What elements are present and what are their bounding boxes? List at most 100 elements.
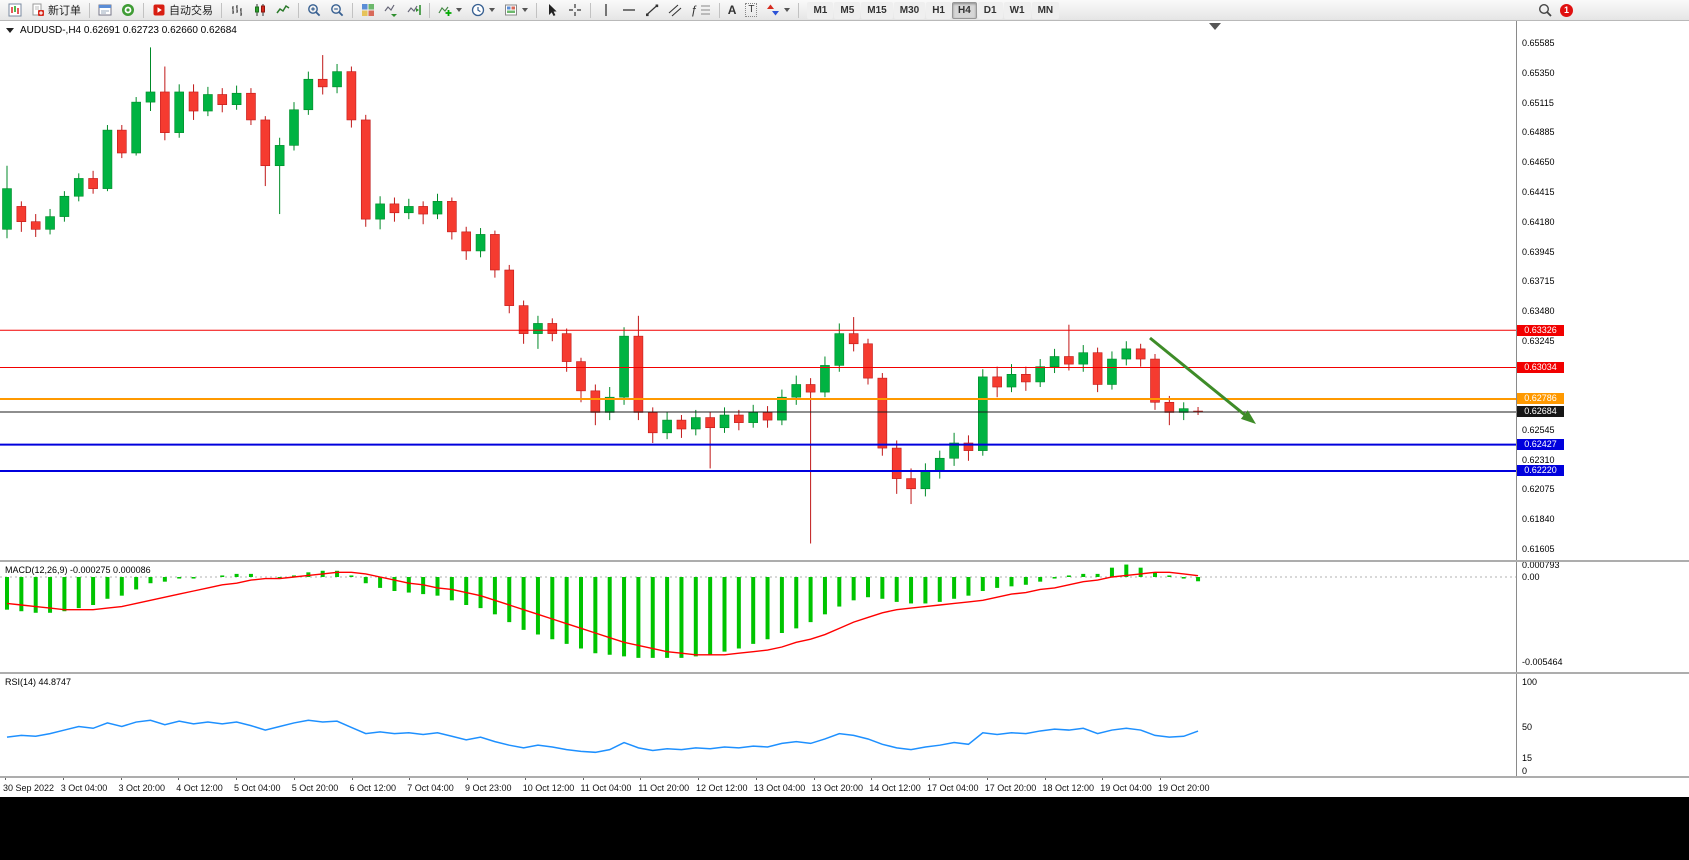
notification-badge[interactable]: 1 xyxy=(1560,3,1573,17)
trend-arrow[interactable] xyxy=(1149,336,1250,419)
time-axis-tick xyxy=(236,777,237,780)
zoom-out-button[interactable] xyxy=(326,1,348,20)
templates-button[interactable] xyxy=(500,1,532,20)
chart-shift-marker[interactable] xyxy=(1209,23,1221,30)
autotrading-button[interactable]: 自动交易 xyxy=(148,1,217,20)
metaeditor-button[interactable] xyxy=(117,1,139,20)
timeframe-mn[interactable]: MN xyxy=(1031,1,1060,19)
panel-splitter[interactable] xyxy=(0,776,1689,778)
line-chart-type-button[interactable] xyxy=(272,1,294,20)
chart-shift-button[interactable] xyxy=(403,1,425,20)
panel-splitter[interactable] xyxy=(0,560,1689,562)
price-axis-tick: 0.63715 xyxy=(1522,275,1555,286)
candle-body xyxy=(719,414,730,429)
label-tool-button[interactable]: T xyxy=(741,1,761,20)
candle-body xyxy=(1092,352,1103,385)
channel-tool-button[interactable] xyxy=(664,1,686,20)
candle-body xyxy=(461,231,472,252)
horizontal-line-tool-button[interactable] xyxy=(618,1,640,20)
candle-body xyxy=(217,94,228,105)
time-axis-label: 17 Oct 20:00 xyxy=(984,783,1037,793)
bar-chart-type-button[interactable] xyxy=(226,1,248,20)
terminal-button[interactable] xyxy=(94,1,116,20)
chart-title-ohlc: AUDUSD-,H4 0.62691 0.62723 0.62660 0.626… xyxy=(20,25,237,36)
timeframe-h4[interactable]: H4 xyxy=(951,1,977,19)
candle-body xyxy=(705,417,715,429)
candle-body xyxy=(16,206,27,222)
time-axis-tick xyxy=(293,777,295,780)
price-axis-tick: 0.62310 xyxy=(1522,454,1555,465)
chevron-down-icon xyxy=(489,8,495,12)
candle-body xyxy=(73,178,84,197)
price-axis-tick: 0.62075 xyxy=(1522,484,1555,495)
time-axis-tick xyxy=(178,777,180,780)
tile-windows-button[interactable] xyxy=(357,1,379,20)
chevron-down-icon xyxy=(456,8,462,12)
crosshair-tool-button[interactable] xyxy=(564,1,586,20)
cursor-tool-button[interactable] xyxy=(541,1,563,20)
fibonacci-tool-button[interactable]: ƒ xyxy=(687,1,715,20)
candle-body xyxy=(30,221,41,230)
bars-chart-icon xyxy=(232,5,242,16)
trendline-tool-button[interactable] xyxy=(641,1,663,20)
timeframe-m15[interactable]: M15 xyxy=(861,1,893,19)
candle-body xyxy=(619,335,629,398)
new-order-button[interactable]: 新订单 xyxy=(27,1,85,20)
vertical-line-tool-button[interactable] xyxy=(595,1,617,20)
desktop-background xyxy=(0,797,1689,860)
metaeditor-icon xyxy=(122,4,134,16)
periods-button[interactable] xyxy=(467,1,499,20)
one-click-trading-toggle[interactable] xyxy=(6,28,14,33)
candle-body xyxy=(590,390,601,413)
candle-body xyxy=(1021,374,1031,383)
price-chart[interactable] xyxy=(0,21,1516,560)
macd-label: MACD(12,26,9) -0.000275 0.000086 xyxy=(5,565,151,575)
price-tag: 0.62427 xyxy=(1517,439,1564,451)
time-axis-tick xyxy=(1102,777,1104,780)
search-icon[interactable] xyxy=(1538,3,1553,18)
macd-panel[interactable] xyxy=(0,562,1516,672)
zoom-in-button[interactable] xyxy=(303,1,325,20)
candle-body xyxy=(131,101,141,154)
candle-body xyxy=(389,203,400,214)
rsi-panel[interactable] xyxy=(0,674,1516,776)
timeframe-d1[interactable]: D1 xyxy=(977,1,1003,19)
zoom-in-icon xyxy=(308,4,321,17)
time-axis-label: 19 Oct 04:00 xyxy=(1100,783,1152,793)
price-axis-tick: 0.61840 xyxy=(1522,514,1555,525)
price-axis[interactable]: 0.65585 0.65350 0.65115 0.64885 0.64650 0.644… xyxy=(1517,21,1688,777)
time-axis-tick xyxy=(698,777,699,780)
timeframe-m1[interactable]: M1 xyxy=(807,1,834,19)
candle-body xyxy=(1164,401,1175,413)
arrows-tool-button[interactable] xyxy=(762,1,794,20)
toolbar-separator xyxy=(143,2,144,18)
timeframe-w1[interactable]: W1 xyxy=(1003,1,1031,19)
candle-body xyxy=(160,91,170,133)
candle-body xyxy=(475,234,486,252)
toolbar-right: 1 xyxy=(1538,3,1573,18)
price-axis-tick: 0.65585 xyxy=(1522,37,1555,48)
time-axis-label: 10 Oct 12:00 xyxy=(522,783,575,793)
chart-window-icon xyxy=(8,3,22,17)
indicators-button[interactable] xyxy=(434,1,466,20)
timeframe-h1[interactable]: H1 xyxy=(926,1,951,19)
candle-body xyxy=(246,92,256,121)
time-axis[interactable]: 30 Sep 2022 3 Oct 04:00 3 Oct 20:00 4 Oct 1… xyxy=(0,777,1689,797)
panel-splitter[interactable] xyxy=(0,672,1689,674)
rsi-axis-label: 15 xyxy=(1522,752,1533,763)
time-axis-label: 6 Oct 12:00 xyxy=(349,783,397,793)
line-chart-icon xyxy=(276,4,290,14)
text-tool-button[interactable]: A xyxy=(724,1,741,20)
time-axis-label: 14 Oct 12:00 xyxy=(869,783,921,793)
candle-body xyxy=(891,447,902,479)
candlestick-chart-type-button[interactable] xyxy=(249,1,271,20)
macd-signal-line xyxy=(6,571,1199,656)
candle-body xyxy=(777,396,787,421)
candlestick-chart-icon xyxy=(255,4,265,16)
indicators-icon xyxy=(438,6,452,16)
candle-body xyxy=(762,412,773,421)
candle-body xyxy=(346,71,357,121)
timeframe-m5[interactable]: M5 xyxy=(834,1,861,19)
timeframe-m30[interactable]: M30 xyxy=(893,1,926,19)
auto-scroll-button[interactable] xyxy=(380,1,402,20)
